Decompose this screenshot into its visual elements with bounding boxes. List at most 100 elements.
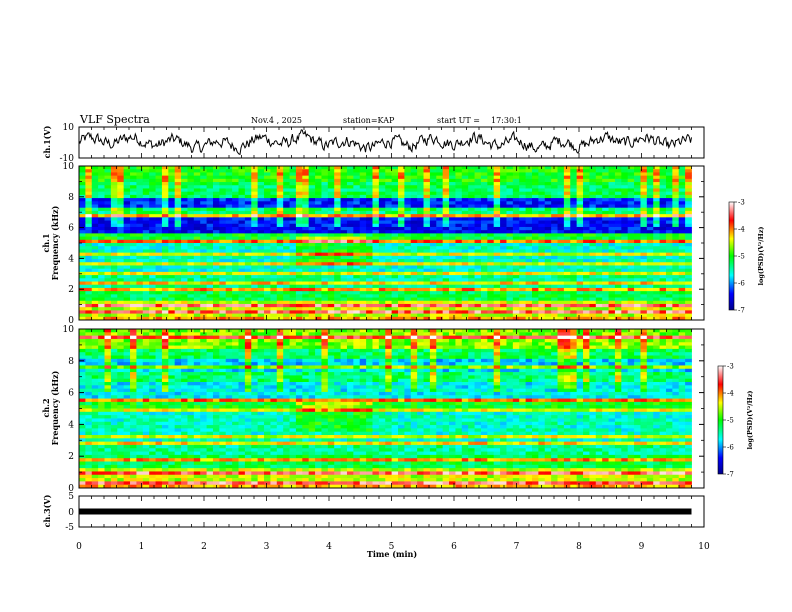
spectrogram-cell xyxy=(385,294,393,298)
spectrogram-cell xyxy=(283,191,290,196)
spectrogram-cell xyxy=(404,268,412,273)
spectrogram-cell xyxy=(627,172,635,177)
spectrogram-cell xyxy=(525,182,533,186)
spectrogram-cell xyxy=(117,191,125,196)
spectrogram-cell xyxy=(149,249,156,254)
spectrogram-cell xyxy=(410,210,418,215)
spectrogram-cell xyxy=(308,220,316,225)
spectrogram-cell xyxy=(283,313,290,318)
spectrogram-cell xyxy=(161,246,169,250)
spectrogram-cell xyxy=(429,220,437,225)
spectrogram-cell xyxy=(212,233,220,237)
spectrogram-cell xyxy=(429,178,437,183)
spectrogram-cell xyxy=(455,233,463,237)
spectrogram-cell xyxy=(130,249,137,254)
spectrogram-cell xyxy=(193,207,201,212)
spectrogram-cell xyxy=(525,252,533,257)
spectrogram-cell xyxy=(602,236,609,241)
spectrogram-cell xyxy=(264,252,271,257)
spectrogram-cell xyxy=(225,214,233,218)
spectrogram-cell xyxy=(538,307,546,311)
spectrogram-cell xyxy=(608,236,616,241)
spectrogram-cell xyxy=(340,287,348,292)
spectrogram-cell xyxy=(187,172,195,177)
spectrogram-cell xyxy=(468,281,475,286)
spectrogram-cell xyxy=(200,204,207,209)
spectrogram-cell xyxy=(678,191,686,196)
spectrogram-cell xyxy=(602,198,609,202)
spectrogram-cell xyxy=(423,204,431,209)
spectrogram-cell xyxy=(525,185,533,189)
spectrogram-cell xyxy=(270,310,278,314)
spectrogram-cell xyxy=(672,294,680,298)
spectrogram-cell xyxy=(468,188,475,193)
spectrogram-cell xyxy=(627,252,635,257)
spectrogram-cell xyxy=(142,255,150,260)
spectrogram-cell xyxy=(614,175,622,180)
spectrogram-cell xyxy=(91,191,99,196)
spectrogram-cell xyxy=(104,188,112,193)
spectrogram-cell xyxy=(193,233,201,237)
spectrogram-cell xyxy=(193,259,201,263)
spectrogram-cell xyxy=(161,198,169,202)
spectrogram-cell xyxy=(576,223,584,228)
spectrogram-cell xyxy=(85,236,93,241)
spectrogram-cell xyxy=(398,217,405,221)
spectrogram-cell xyxy=(104,316,112,321)
spectrogram-cell xyxy=(91,230,99,234)
spectrogram-cell xyxy=(130,223,137,228)
spectrogram-cell xyxy=(79,316,86,321)
spectrogram-cell xyxy=(468,297,475,302)
spectrogram-cell xyxy=(410,284,418,289)
spectrogram-cell xyxy=(487,246,495,250)
spectrogram-cell xyxy=(372,316,380,321)
spectrogram-cell xyxy=(85,382,93,386)
spectrogram-cell xyxy=(212,287,220,292)
spectrogram-cell xyxy=(110,166,118,170)
spectrogram-cell xyxy=(378,303,386,308)
spectrogram-cell xyxy=(614,236,622,241)
spectrogram-cell xyxy=(398,214,405,218)
spectrogram-cell xyxy=(487,169,495,173)
spectrogram-cell xyxy=(91,185,99,189)
spectrogram-cell xyxy=(544,178,552,183)
spectrogram-cell xyxy=(315,249,322,254)
spectrogram-cell xyxy=(474,210,482,215)
spectrogram-cell xyxy=(500,307,507,311)
spectrogram-cell xyxy=(468,233,475,237)
spectrogram-cell xyxy=(346,239,354,244)
spectrogram-cell xyxy=(506,262,514,266)
spectrogram-cell xyxy=(570,275,578,279)
spectrogram-cell xyxy=(595,233,603,237)
spectrogram-cell xyxy=(232,223,239,228)
spectrogram-cell xyxy=(519,249,527,254)
spectrogram-cell xyxy=(219,236,227,241)
ch1-ytick-bottom: -10 xyxy=(60,154,75,164)
spectrogram-cell xyxy=(353,252,361,257)
spectrogram-cell xyxy=(187,271,195,276)
spectrogram-cell xyxy=(295,210,303,215)
spectrogram-cell xyxy=(621,178,629,183)
spectrogram-cell xyxy=(174,217,182,221)
spectrogram-cell xyxy=(85,278,93,282)
spectrogram-cell xyxy=(378,316,386,321)
spectrogram-cell xyxy=(372,246,380,250)
spectrogram-cell xyxy=(334,178,341,183)
spectrogram-cell xyxy=(295,207,303,212)
spectrogram-cell xyxy=(576,217,584,221)
spectrogram-cell xyxy=(385,233,393,237)
spectrogram-cell xyxy=(283,201,290,205)
spectrogram-cell xyxy=(372,259,380,263)
spectrogram-cell xyxy=(302,210,310,215)
spectrogram-cell xyxy=(264,210,271,215)
spectrogram-cell xyxy=(257,194,265,199)
spectrogram-cell xyxy=(493,217,501,221)
spectrogram-cell xyxy=(621,166,629,170)
colorbar-tick-label: -4 xyxy=(738,226,745,234)
spectrogram-cell xyxy=(104,255,112,260)
spectrogram-cell xyxy=(538,182,546,186)
spectrogram-cell xyxy=(149,294,156,298)
spectrogram-cell xyxy=(91,243,99,247)
spectrogram-cell xyxy=(512,300,520,305)
spectrogram-cell xyxy=(480,169,488,173)
